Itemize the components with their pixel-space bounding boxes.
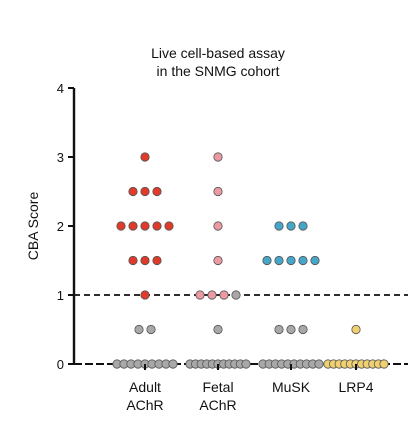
data-point <box>140 152 150 162</box>
data-point <box>164 221 174 231</box>
chart-title: Live cell-based assay in the SNMG cohort <box>151 45 285 79</box>
data-point <box>128 221 138 231</box>
data-point <box>274 221 284 231</box>
chart-title-line-1: Live cell-based assay <box>151 45 285 61</box>
x-tick-label: AChR <box>199 397 236 413</box>
data-point <box>213 324 223 335</box>
x-tick-label: LRP4 <box>338 379 373 395</box>
x-axis-ticks: Adult AChR Fetal AChR MuSK LRP4 <box>126 364 374 413</box>
y-tick-label: 3 <box>57 150 64 165</box>
data-point <box>152 186 162 197</box>
data-point <box>213 152 223 162</box>
data-point <box>213 221 223 231</box>
data-point <box>146 324 156 335</box>
data-point <box>152 221 162 231</box>
x-tick-label: Adult <box>129 379 161 395</box>
chart-title-line-2: in the SNMG cohort <box>157 63 280 79</box>
data-point <box>241 359 251 369</box>
data-point <box>314 359 324 369</box>
y-tick-label: 0 <box>57 357 64 372</box>
data-point <box>286 221 296 231</box>
data-point <box>168 359 178 369</box>
data-point <box>128 186 138 197</box>
data-point <box>195 290 205 300</box>
data-point <box>351 324 361 335</box>
data-point <box>286 255 296 266</box>
data-point <box>298 324 308 335</box>
data-point <box>213 255 223 266</box>
y-axis-label: CBA Score <box>25 192 41 261</box>
data-point <box>274 255 284 266</box>
data-point <box>207 290 217 300</box>
y-tick-label: 1 <box>57 288 64 303</box>
y-axis-ticks: 0 1 2 3 4 <box>57 81 74 372</box>
x-tick-label: MuSK <box>272 379 311 395</box>
data-point <box>140 186 150 197</box>
data-point <box>231 290 241 300</box>
y-tick-label: 2 <box>57 219 64 234</box>
data-point <box>140 221 150 231</box>
y-tick-label: 4 <box>57 81 64 96</box>
data-point <box>310 255 320 266</box>
data-point <box>128 255 138 266</box>
data-point <box>140 255 150 266</box>
data-point <box>262 255 272 266</box>
data-point <box>152 255 162 266</box>
data-point <box>298 221 308 231</box>
data-point <box>219 290 229 300</box>
x-tick-label: Fetal <box>202 379 233 395</box>
data-points <box>112 152 389 369</box>
data-point <box>134 324 144 335</box>
data-point <box>379 359 389 369</box>
x-tick-label: AChR <box>126 397 163 413</box>
data-point <box>116 221 126 231</box>
data-point <box>140 290 150 300</box>
data-point <box>286 324 296 335</box>
data-point <box>298 255 308 266</box>
data-point <box>213 186 223 197</box>
data-point <box>274 324 284 335</box>
